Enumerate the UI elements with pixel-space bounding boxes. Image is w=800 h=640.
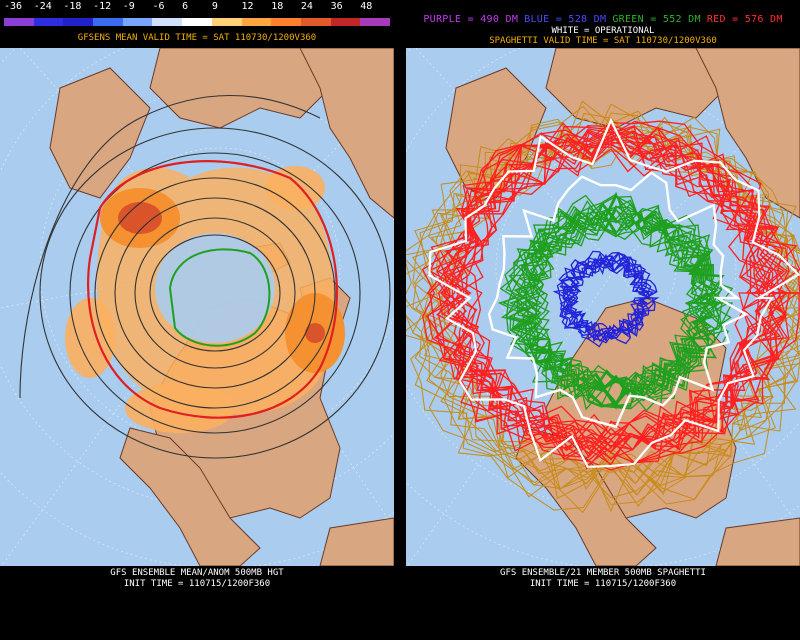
colorbar-swatch: [93, 18, 123, 26]
left-footer-line-2: INIT TIME = 110715/1200F360: [123, 579, 271, 589]
spaghetti-map: [406, 48, 800, 566]
colorbar-swatch: [33, 18, 64, 26]
spaghetti-contour: [560, 255, 650, 342]
spaghetti-contour: [428, 117, 800, 468]
spaghetti-panel: PURPLE = 490 DM BLUE = 528 DM GREEN = 552 …: [406, 0, 800, 640]
ensemble-mean-panel: -36 -24 -18 -12 -9 -6 6 9 12 18 24 36 48 GFSENS MEAN…: [0, 0, 394, 640]
legend-entry: GREEN = 552 DM: [612, 14, 701, 25]
spaghetti-contour: [412, 120, 800, 485]
scale-label: -6: [152, 1, 165, 12]
legend-entry: BLUE = 528 DM: [524, 14, 607, 25]
colorbar-swatch: [330, 18, 361, 26]
right-footer-line-2: INIT TIME = 110715/1200F360: [529, 579, 677, 589]
legend-entry: PURPLE = 490 DM: [423, 14, 519, 25]
scale-label: -12: [93, 1, 112, 12]
colorbar-swatch: [241, 18, 272, 26]
scale-label: -18: [63, 1, 82, 12]
spaghetti-contour: [406, 103, 800, 514]
right-footer-line-1: GFS ENSEMBLE/21 MEMBER 500MB SPAGHETTI: [500, 568, 706, 578]
colorbar-swatch: [4, 18, 34, 26]
spaghetti-contour: [487, 171, 749, 429]
spaghetti-contour: [455, 137, 778, 454]
operational-label: WHITE = OPERATIONAL: [551, 26, 655, 36]
spaghetti-contour: [421, 120, 800, 467]
scale-label: 12: [241, 1, 254, 12]
scale-label: -24: [33, 1, 52, 12]
spaghetti-contour: [568, 261, 651, 338]
scale-label: 36: [330, 1, 343, 12]
spaghetti-contour: [559, 251, 660, 342]
scale-label: 9: [211, 1, 218, 12]
left-panel-title: GFSENS MEAN VALID TIME = SAT 110730/1200…: [77, 33, 317, 43]
colorbar-swatch: [152, 18, 183, 26]
spaghetti-contour: [505, 206, 714, 410]
scale-label: 24: [300, 1, 313, 12]
spaghetti-contour: [435, 135, 788, 448]
colorbar-swatch: [63, 18, 94, 26]
panel-divider: [394, 0, 406, 640]
spaghetti-contour: [440, 131, 775, 450]
spaghetti-contour: [406, 116, 799, 490]
scale-label: 6: [182, 1, 189, 12]
anomaly-colorbar: [4, 18, 390, 26]
right-panel-title: SPAGHETTI VALID TIME = SAT 110730/1200V3…: [489, 36, 717, 46]
scale-label: 48: [360, 1, 373, 12]
contour-legend: PURPLE = 490 DM BLUE = 528 DM GREEN = 552 …: [406, 14, 800, 25]
spaghetti-contour: [437, 128, 792, 462]
spaghetti-contour: [499, 195, 726, 408]
spaghetti-contour: [565, 256, 651, 340]
spaghetti-contour: [506, 195, 734, 406]
scale-label: -9: [122, 1, 135, 12]
left-footer-line-1: GFS ENSEMBLE MEAN/ANOM 500MB HGT: [110, 568, 284, 578]
colorbar-swatch: [360, 18, 390, 26]
colorbar-swatch: [211, 18, 242, 26]
spaghetti-contour: [521, 217, 712, 394]
spaghetti-contour: [556, 250, 658, 348]
spaghetti-contour: [445, 132, 775, 451]
scale-label: -36: [4, 1, 23, 12]
ensemble-mean-map: [0, 48, 394, 566]
colorbar-swatch: [300, 18, 331, 26]
spaghetti-contour: [552, 252, 658, 345]
anomaly-scale-labels: -36 -24 -18 -12 -9 -6 6 9 12 18 24 36 48: [4, 1, 390, 13]
colorbar-swatch: [182, 18, 212, 26]
colorbar-swatch: [271, 18, 301, 26]
colorbar-swatch: [122, 18, 153, 26]
legend-entry: RED = 576 DM: [706, 14, 783, 25]
spaghetti-contour: [562, 254, 650, 339]
scale-label: 18: [271, 1, 284, 12]
spaghetti-contour: [442, 125, 780, 461]
